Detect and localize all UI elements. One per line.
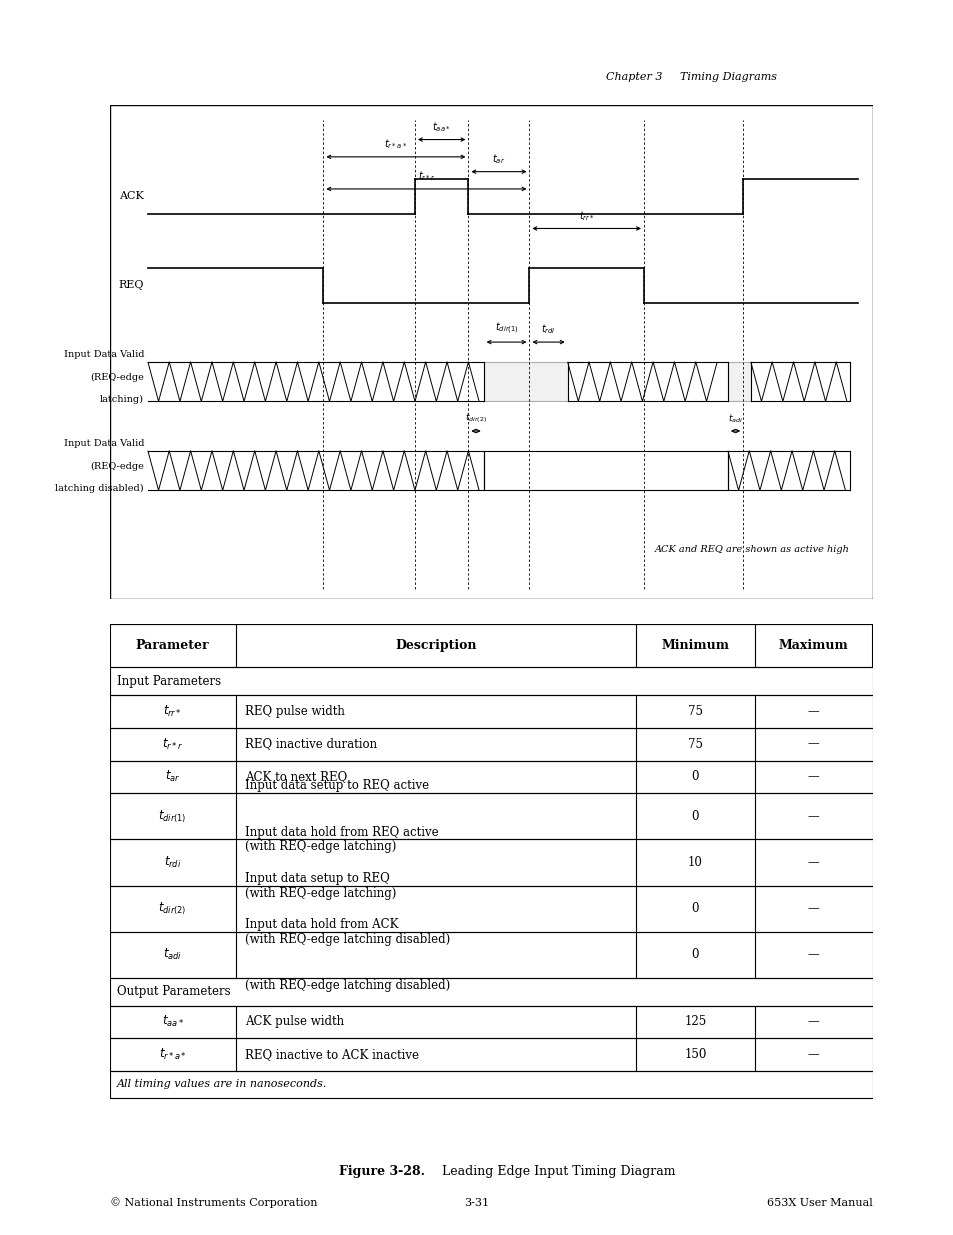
Text: —: — <box>807 902 819 915</box>
Text: Input data setup to REQ: Input data setup to REQ <box>245 872 389 884</box>
Text: $t_{r*r}$: $t_{r*r}$ <box>162 736 183 752</box>
Text: Figure 3-28.: Figure 3-28. <box>338 1165 424 1178</box>
Text: Maximum: Maximum <box>778 638 848 652</box>
Bar <box>483 362 567 401</box>
Text: Input Data Valid: Input Data Valid <box>64 440 144 448</box>
Text: All timing values are in nanoseconds.: All timing values are in nanoseconds. <box>117 1079 328 1089</box>
Text: $t_{rdi}$: $t_{rdi}$ <box>540 322 556 336</box>
Text: 653X User Manual: 653X User Manual <box>766 1198 872 1208</box>
Text: (REQ-edge: (REQ-edge <box>91 373 144 382</box>
Text: Parameter: Parameter <box>135 638 210 652</box>
Text: latching disabled): latching disabled) <box>55 484 144 493</box>
Text: (with REQ-edge latching): (with REQ-edge latching) <box>245 887 395 899</box>
Text: 150: 150 <box>683 1049 706 1061</box>
Text: Leading Edge Input Timing Diagram: Leading Edge Input Timing Diagram <box>434 1165 675 1178</box>
Text: $t_{rdi}$: $t_{rdi}$ <box>164 855 181 871</box>
Text: Minimum: Minimum <box>660 638 729 652</box>
Text: $t_{ar}$: $t_{ar}$ <box>492 152 505 165</box>
Text: ACK: ACK <box>119 191 144 201</box>
Text: $t_{dir(2)}$: $t_{dir(2)}$ <box>464 411 487 425</box>
Text: 75: 75 <box>687 705 702 718</box>
Bar <box>483 451 727 490</box>
Text: 125: 125 <box>683 1015 706 1029</box>
Text: 10: 10 <box>687 856 702 869</box>
Bar <box>727 362 750 401</box>
Text: REQ inactive to ACK inactive: REQ inactive to ACK inactive <box>245 1049 418 1061</box>
Text: $t_{rr*}$: $t_{rr*}$ <box>163 704 182 719</box>
Text: —: — <box>807 771 819 783</box>
Text: (REQ-edge: (REQ-edge <box>91 462 144 471</box>
Text: 75: 75 <box>687 737 702 751</box>
Text: Input Parameters: Input Parameters <box>117 674 221 688</box>
Text: latching): latching) <box>100 395 144 404</box>
Text: —: — <box>807 1015 819 1029</box>
Text: Chapter 3     Timing Diagrams: Chapter 3 Timing Diagrams <box>605 72 776 82</box>
Text: REQ pulse width: REQ pulse width <box>245 705 344 718</box>
Text: 0: 0 <box>691 948 699 961</box>
Text: Input data setup to REQ active: Input data setup to REQ active <box>245 779 429 793</box>
Text: Input data hold from REQ active: Input data hold from REQ active <box>245 825 438 839</box>
Text: ACK to next REQ: ACK to next REQ <box>245 771 347 783</box>
Text: 0: 0 <box>691 771 699 783</box>
Text: $t_{aa*}$: $t_{aa*}$ <box>161 1014 184 1030</box>
Text: —: — <box>807 856 819 869</box>
Text: 0: 0 <box>691 902 699 915</box>
Text: REQ: REQ <box>118 280 144 290</box>
Text: —: — <box>807 810 819 823</box>
Text: (with REQ-edge latching): (with REQ-edge latching) <box>245 840 395 853</box>
Text: $t_{r*a*}$: $t_{r*a*}$ <box>384 137 407 151</box>
Text: Output Parameters: Output Parameters <box>117 986 231 998</box>
Text: (with REQ-edge latching disabled): (with REQ-edge latching disabled) <box>245 932 450 946</box>
Text: Input Data Valid: Input Data Valid <box>64 351 144 359</box>
Text: $t_{dir(2)}$: $t_{dir(2)}$ <box>158 900 187 916</box>
Text: 3-31: 3-31 <box>464 1198 489 1208</box>
Text: $t_{r*a*}$: $t_{r*a*}$ <box>158 1047 187 1062</box>
Text: $t_{dir(1)}$: $t_{dir(1)}$ <box>158 808 187 825</box>
Text: —: — <box>807 1049 819 1061</box>
Text: (with REQ-edge latching disabled): (with REQ-edge latching disabled) <box>245 979 450 992</box>
Text: Description: Description <box>395 638 476 652</box>
Text: ACK pulse width: ACK pulse width <box>245 1015 344 1029</box>
Text: 0: 0 <box>691 810 699 823</box>
Text: $t_{adi}$: $t_{adi}$ <box>727 412 742 425</box>
Text: $t_{adi}$: $t_{adi}$ <box>163 947 182 962</box>
Text: $t_{dir(1)}$: $t_{dir(1)}$ <box>494 321 518 336</box>
Text: —: — <box>807 737 819 751</box>
Text: Input data hold from ACK: Input data hold from ACK <box>245 918 398 931</box>
Text: $t_{ar}$: $t_{ar}$ <box>165 769 180 784</box>
Text: $t_{aa*}$: $t_{aa*}$ <box>432 120 451 133</box>
Text: $t_{rr*}$: $t_{rr*}$ <box>578 209 594 222</box>
Text: © National Instruments Corporation: © National Instruments Corporation <box>110 1197 317 1208</box>
Text: —: — <box>807 948 819 961</box>
Text: ACK and REQ are shown as active high: ACK and REQ are shown as active high <box>655 545 849 555</box>
Text: $t_{r*r}$: $t_{r*r}$ <box>417 169 435 183</box>
Text: REQ inactive duration: REQ inactive duration <box>245 737 376 751</box>
Text: —: — <box>807 705 819 718</box>
